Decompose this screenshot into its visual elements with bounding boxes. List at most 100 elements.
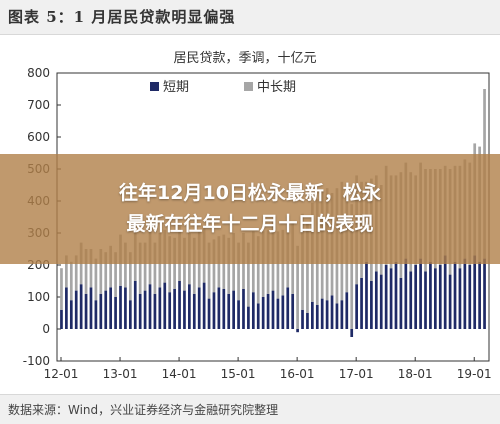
bar-short-term — [370, 281, 373, 329]
bar-short-term — [69, 300, 73, 329]
bar-long-term — [237, 242, 240, 301]
legend-swatch-short-term — [150, 82, 159, 91]
bar-short-term — [251, 292, 255, 329]
bar-long-term — [60, 268, 63, 310]
y-tick-label: 700 — [27, 98, 50, 112]
bar-short-term — [65, 287, 68, 329]
bar-short-term — [197, 287, 201, 329]
bar-long-term — [212, 239, 216, 293]
bar-short-term — [79, 284, 83, 329]
bar-short-term — [212, 292, 216, 329]
bar-short-term — [158, 287, 162, 329]
y-tick-label: 800 — [27, 66, 50, 80]
bar-short-term — [119, 285, 122, 329]
bar-short-term — [217, 287, 221, 329]
bar-long-term — [74, 255, 78, 291]
bar-long-term — [296, 245, 299, 329]
bar-short-term — [163, 282, 167, 329]
headline-line-2: 最新在往年十二月十日的表现 — [126, 213, 374, 235]
bar-short-term — [301, 309, 304, 329]
bar-long-term — [168, 236, 172, 293]
bar-short-term — [365, 261, 368, 329]
legend-label-long-term: 中长期 — [257, 80, 296, 95]
bar-short-term — [94, 300, 98, 329]
bar-short-term — [202, 282, 206, 329]
bar-short-term — [188, 284, 191, 329]
bar-short-term — [429, 261, 432, 329]
x-tick-label: 18-01 — [398, 367, 433, 381]
bar-short-term — [104, 290, 108, 329]
bar-short-term — [458, 268, 462, 329]
bar-short-term — [232, 290, 235, 329]
chart-legend: 短期 中长期 — [150, 80, 296, 95]
bar-short-term — [473, 255, 477, 329]
bar-short-term — [414, 265, 418, 329]
bar-short-term — [483, 258, 486, 329]
bar-short-term — [409, 271, 413, 329]
x-tick-label: 13-01 — [103, 367, 138, 381]
bar-long-term — [306, 223, 309, 313]
figure-footer: 数据来源：Wind，兴业证券经济与金融研究院整理 — [0, 394, 500, 424]
bar-short-term — [138, 293, 142, 329]
bar-long-term — [128, 252, 132, 301]
bar-long-term — [256, 236, 260, 304]
bar-short-term — [360, 277, 363, 329]
legend-swatch-long-term — [244, 82, 253, 91]
y-tick-label: 0 — [42, 322, 50, 336]
bar-short-term — [74, 290, 78, 329]
bar-short-term — [453, 261, 457, 329]
bar-short-term — [404, 258, 408, 329]
bar-long-term — [350, 204, 354, 329]
headline-line-1: 往年12月10日松永最新，松永 — [119, 182, 381, 204]
bar-short-term — [394, 261, 398, 329]
bar-short-term — [178, 281, 181, 329]
x-tick-label: 17-01 — [339, 367, 374, 381]
bar-short-term — [478, 261, 481, 329]
bar-long-term — [247, 242, 250, 307]
bar-short-term — [296, 329, 299, 333]
bar-short-term — [355, 284, 358, 329]
bar-short-term — [286, 287, 290, 329]
bar-short-term — [247, 306, 250, 329]
bar-short-term — [438, 265, 442, 329]
bar-short-term — [345, 292, 349, 329]
bar-short-term — [261, 297, 265, 329]
bar-short-term — [227, 293, 231, 329]
bar-short-term — [109, 287, 113, 329]
bar-short-term — [320, 298, 324, 329]
bar-short-term — [291, 293, 295, 329]
bar-short-term — [315, 305, 319, 329]
bar-short-term — [340, 300, 344, 329]
bar-long-term — [124, 242, 127, 288]
bar-short-term — [399, 277, 403, 329]
bar-short-term — [114, 297, 117, 329]
bar-short-term — [463, 258, 467, 329]
bar-short-term — [433, 268, 437, 329]
bar-short-term — [124, 287, 127, 329]
bar-short-term — [271, 290, 275, 329]
bar-long-term — [84, 249, 88, 294]
bar-long-term — [65, 255, 68, 288]
bar-short-term — [183, 290, 186, 329]
bar-short-term — [325, 300, 329, 329]
bar-short-term — [256, 303, 260, 329]
bar-short-term — [266, 293, 270, 329]
bar-short-term — [192, 293, 196, 329]
bar-short-term — [222, 289, 226, 329]
bar-long-term — [227, 237, 231, 294]
bar-short-term — [237, 300, 240, 329]
chart-title: 居民贷款，季调，十亿元 — [173, 51, 316, 66]
bar-long-term — [69, 261, 73, 301]
bar-short-term — [424, 271, 427, 329]
figure-header: 图表 5：1 月居民贷款明显偏强 — [0, 0, 500, 35]
y-tick-label: 600 — [27, 130, 50, 144]
bar-long-term — [94, 258, 98, 301]
bar-long-term — [207, 242, 211, 299]
bar-long-term — [104, 252, 108, 291]
bar-long-term — [261, 231, 265, 297]
bar-long-term — [192, 237, 196, 294]
bar-short-term — [143, 290, 147, 329]
x-tick-label: 16-01 — [280, 367, 315, 381]
bar-short-term — [128, 300, 132, 329]
x-tick-label: 15-01 — [221, 367, 256, 381]
